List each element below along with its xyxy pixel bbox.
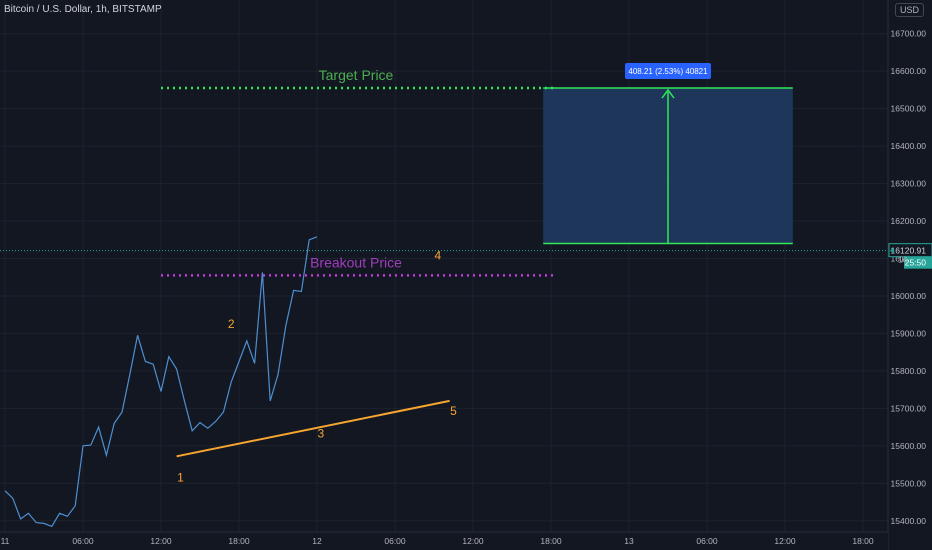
- x-tick-label: 06:00: [72, 536, 94, 546]
- wave-label: 3: [318, 427, 325, 441]
- x-tick-label: 06:00: [384, 536, 406, 546]
- breakout-price-label: Breakout Price: [310, 254, 402, 270]
- price-marker-arrow: [890, 247, 894, 254]
- x-tick-label: 18:00: [540, 536, 562, 546]
- wave-label: 5: [450, 404, 457, 418]
- x-tick-label: 12: [312, 536, 322, 546]
- measure-label: 408.21 (2.53%) 40821: [628, 67, 708, 76]
- wave-label: 4: [435, 248, 442, 262]
- y-tick-label: 16000.00: [891, 291, 927, 301]
- target-price-label: Target Price: [319, 67, 394, 83]
- x-tick-label: 13: [624, 536, 634, 546]
- annotations: 408.21 (2.53%) 40821 Target Price Breakout…: [0, 63, 888, 484]
- trendline: [176, 399, 450, 458]
- y-tick-label: 16600.00: [891, 66, 927, 76]
- y-tick-label: 16200.00: [891, 216, 927, 226]
- y-tick-label: 16300.00: [891, 179, 927, 189]
- symbol-title[interactable]: Bitcoin / U.S. Dollar, 1h, BITSTAMP: [4, 4, 162, 15]
- y-tick-label: 16400.00: [891, 141, 927, 151]
- last-price-tag: 16120.91: [891, 246, 927, 256]
- currency-button[interactable]: USD: [894, 3, 924, 17]
- measure-arrow-head: [661, 88, 675, 99]
- y-tick-label: 16500.00: [891, 104, 927, 114]
- x-tick-label: 18:00: [852, 536, 874, 546]
- x-tick-label: 18:00: [228, 536, 250, 546]
- x-tick-label: 06:00: [696, 536, 718, 546]
- y-tick-label: 16700.00: [891, 29, 927, 39]
- wave-label: 1: [177, 470, 184, 484]
- time-axis-bg: [0, 532, 888, 550]
- y-tick-label: 15700.00: [891, 403, 927, 413]
- y-tick-label: 15600.00: [891, 441, 927, 451]
- y-tick-label: 15800.00: [891, 366, 927, 376]
- price-line: [4, 236, 318, 528]
- partial-price-label: 16: [898, 255, 908, 265]
- x-tick-label: 12:00: [462, 536, 484, 546]
- x-tick-label: 11: [1, 536, 10, 546]
- price-series: [4, 236, 318, 528]
- y-tick-label: 15900.00: [891, 328, 927, 338]
- countdown-label: 25:50: [905, 258, 927, 268]
- measure-label-bg: [625, 63, 711, 80]
- x-tick-label: 12:00: [150, 536, 172, 546]
- x-tick-label: 12:00: [774, 536, 796, 546]
- y-tick-label: 15400.00: [891, 516, 927, 526]
- wave-label: 2: [228, 317, 235, 331]
- grid: [0, 0, 888, 532]
- y-tick-label: 15500.00: [891, 478, 927, 488]
- price-axis-bg: [888, 0, 932, 550]
- countdown-bg: [904, 256, 932, 269]
